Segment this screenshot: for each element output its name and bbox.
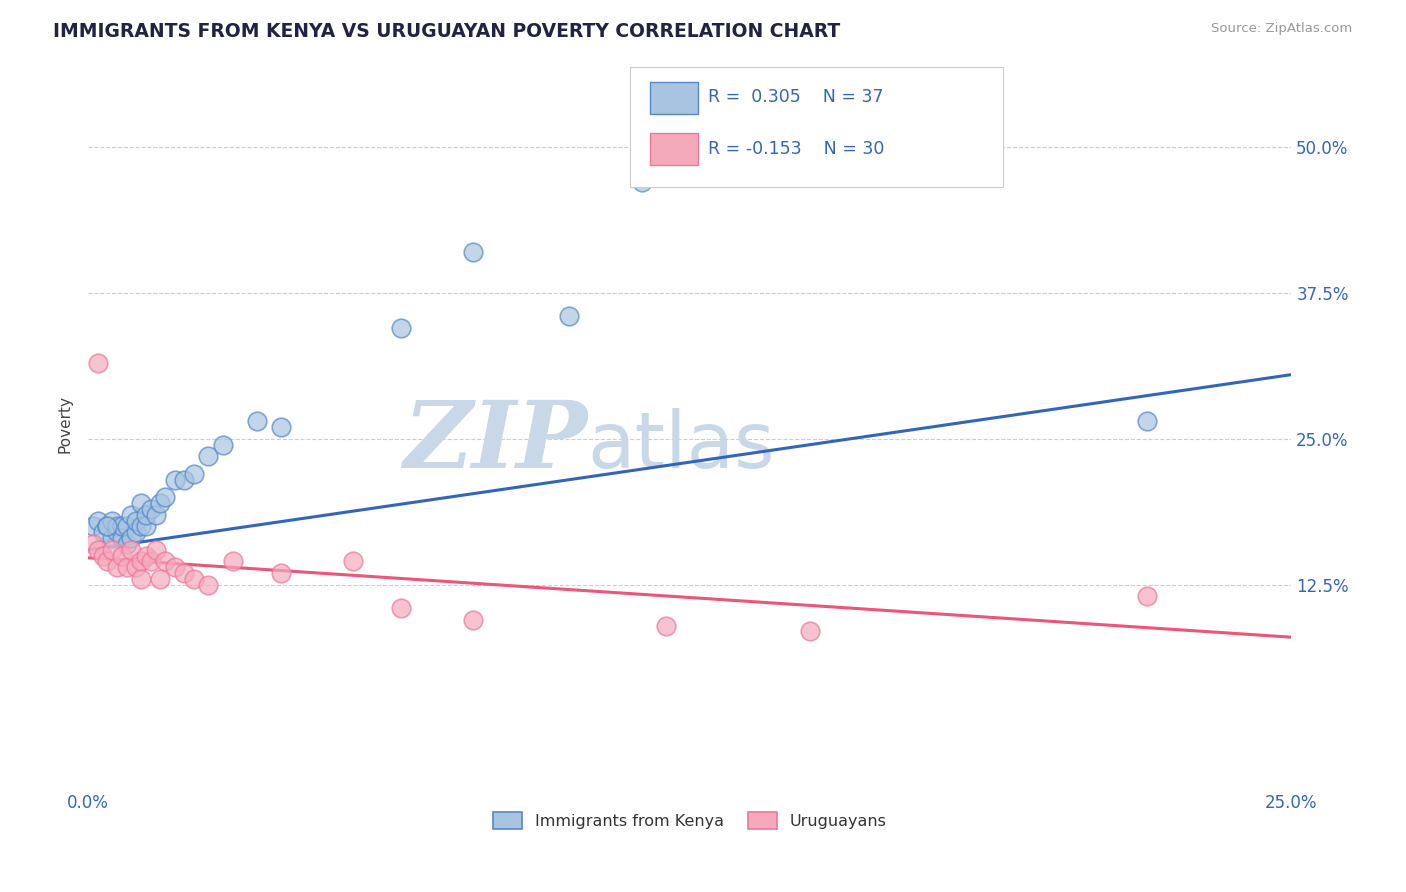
Point <box>389 321 412 335</box>
Point <box>129 554 152 568</box>
Point <box>173 473 195 487</box>
Point <box>105 560 128 574</box>
Point <box>139 554 162 568</box>
Point <box>463 613 485 627</box>
Point <box>1136 414 1159 428</box>
Point <box>125 525 148 540</box>
Point <box>183 467 205 481</box>
Point <box>135 549 157 563</box>
Point <box>105 525 128 540</box>
Point <box>135 519 157 533</box>
Text: atlas: atlas <box>588 409 775 484</box>
Point <box>115 519 138 533</box>
Point <box>96 519 118 533</box>
Point <box>111 531 134 545</box>
FancyBboxPatch shape <box>630 67 1002 187</box>
Point <box>91 525 114 540</box>
Point <box>389 601 412 615</box>
Point <box>87 356 110 370</box>
Point <box>246 414 269 428</box>
Point <box>111 549 134 563</box>
Point <box>558 310 581 324</box>
Point <box>163 473 186 487</box>
Point <box>163 560 186 574</box>
Point <box>139 501 162 516</box>
Point <box>145 508 167 522</box>
Point <box>125 560 148 574</box>
Text: IMMIGRANTS FROM KENYA VS URUGUAYAN POVERTY CORRELATION CHART: IMMIGRANTS FROM KENYA VS URUGUAYAN POVER… <box>53 22 841 41</box>
Point <box>197 577 219 591</box>
Point <box>212 437 235 451</box>
Point <box>145 542 167 557</box>
Point <box>121 508 143 522</box>
Point <box>463 245 485 260</box>
Point <box>342 554 364 568</box>
Point <box>91 549 114 563</box>
Point <box>1136 590 1159 604</box>
Point <box>149 496 172 510</box>
Point <box>129 496 152 510</box>
Point <box>221 554 243 568</box>
Point <box>105 519 128 533</box>
Point <box>101 542 124 557</box>
Point <box>96 554 118 568</box>
Text: Source: ZipAtlas.com: Source: ZipAtlas.com <box>1212 22 1353 36</box>
Point <box>82 519 104 533</box>
Point <box>129 572 152 586</box>
Point <box>270 420 292 434</box>
Point <box>630 175 652 189</box>
Point <box>101 514 124 528</box>
Point <box>149 572 172 586</box>
Text: R =  0.305    N = 37: R = 0.305 N = 37 <box>707 87 883 106</box>
Text: ZIP: ZIP <box>404 398 588 487</box>
Text: R = -0.153    N = 30: R = -0.153 N = 30 <box>707 140 884 158</box>
Point <box>197 450 219 464</box>
Point <box>183 572 205 586</box>
Point <box>125 514 148 528</box>
Point <box>87 514 110 528</box>
Point <box>87 542 110 557</box>
Point <box>121 542 143 557</box>
Point <box>173 566 195 580</box>
Point <box>129 519 152 533</box>
Point <box>101 531 124 545</box>
Point <box>153 490 176 504</box>
Point <box>270 566 292 580</box>
Point <box>799 624 821 639</box>
Point <box>654 618 676 632</box>
FancyBboxPatch shape <box>650 82 699 114</box>
Y-axis label: Poverty: Poverty <box>58 395 72 453</box>
Legend: Immigrants from Kenya, Uruguayans: Immigrants from Kenya, Uruguayans <box>486 805 893 836</box>
Point <box>135 508 157 522</box>
Point <box>96 519 118 533</box>
Point <box>111 519 134 533</box>
Point <box>115 537 138 551</box>
Point <box>121 531 143 545</box>
Point <box>82 537 104 551</box>
FancyBboxPatch shape <box>650 133 699 165</box>
Point <box>153 554 176 568</box>
Point <box>115 560 138 574</box>
